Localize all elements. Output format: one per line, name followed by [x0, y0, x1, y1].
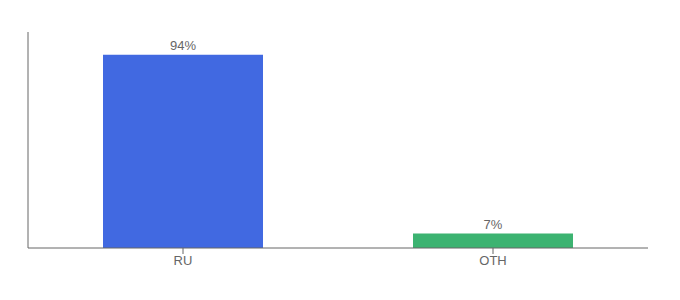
svg-text:7%: 7%	[484, 217, 503, 232]
svg-text:94%: 94%	[170, 38, 196, 53]
svg-text:RU: RU	[174, 253, 193, 268]
svg-text:OTH: OTH	[479, 253, 506, 268]
